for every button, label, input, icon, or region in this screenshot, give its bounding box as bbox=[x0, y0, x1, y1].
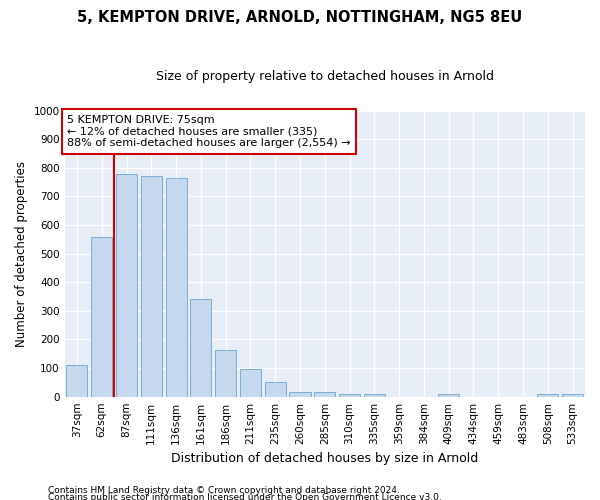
Title: Size of property relative to detached houses in Arnold: Size of property relative to detached ho… bbox=[156, 70, 494, 83]
X-axis label: Distribution of detached houses by size in Arnold: Distribution of detached houses by size … bbox=[171, 452, 478, 465]
Text: Contains HM Land Registry data © Crown copyright and database right 2024.: Contains HM Land Registry data © Crown c… bbox=[48, 486, 400, 495]
Bar bbox=[537, 394, 559, 396]
Bar bbox=[190, 299, 211, 396]
Bar bbox=[314, 392, 335, 396]
Bar bbox=[141, 176, 162, 396]
Y-axis label: Number of detached properties: Number of detached properties bbox=[15, 160, 28, 346]
Bar bbox=[166, 178, 187, 396]
Bar bbox=[67, 365, 88, 396]
Bar bbox=[289, 392, 311, 396]
Bar bbox=[265, 382, 286, 396]
Bar bbox=[91, 237, 112, 396]
Text: 5, KEMPTON DRIVE, ARNOLD, NOTTINGHAM, NG5 8EU: 5, KEMPTON DRIVE, ARNOLD, NOTTINGHAM, NG… bbox=[77, 10, 523, 25]
Bar bbox=[562, 394, 583, 396]
Bar bbox=[438, 394, 459, 396]
Bar bbox=[240, 370, 261, 396]
Text: 5 KEMPTON DRIVE: 75sqm
← 12% of detached houses are smaller (335)
88% of semi-de: 5 KEMPTON DRIVE: 75sqm ← 12% of detached… bbox=[67, 115, 351, 148]
Bar bbox=[364, 394, 385, 396]
Bar bbox=[215, 350, 236, 397]
Bar bbox=[116, 174, 137, 396]
Bar bbox=[339, 394, 360, 396]
Text: Contains public sector information licensed under the Open Government Licence v3: Contains public sector information licen… bbox=[48, 494, 442, 500]
